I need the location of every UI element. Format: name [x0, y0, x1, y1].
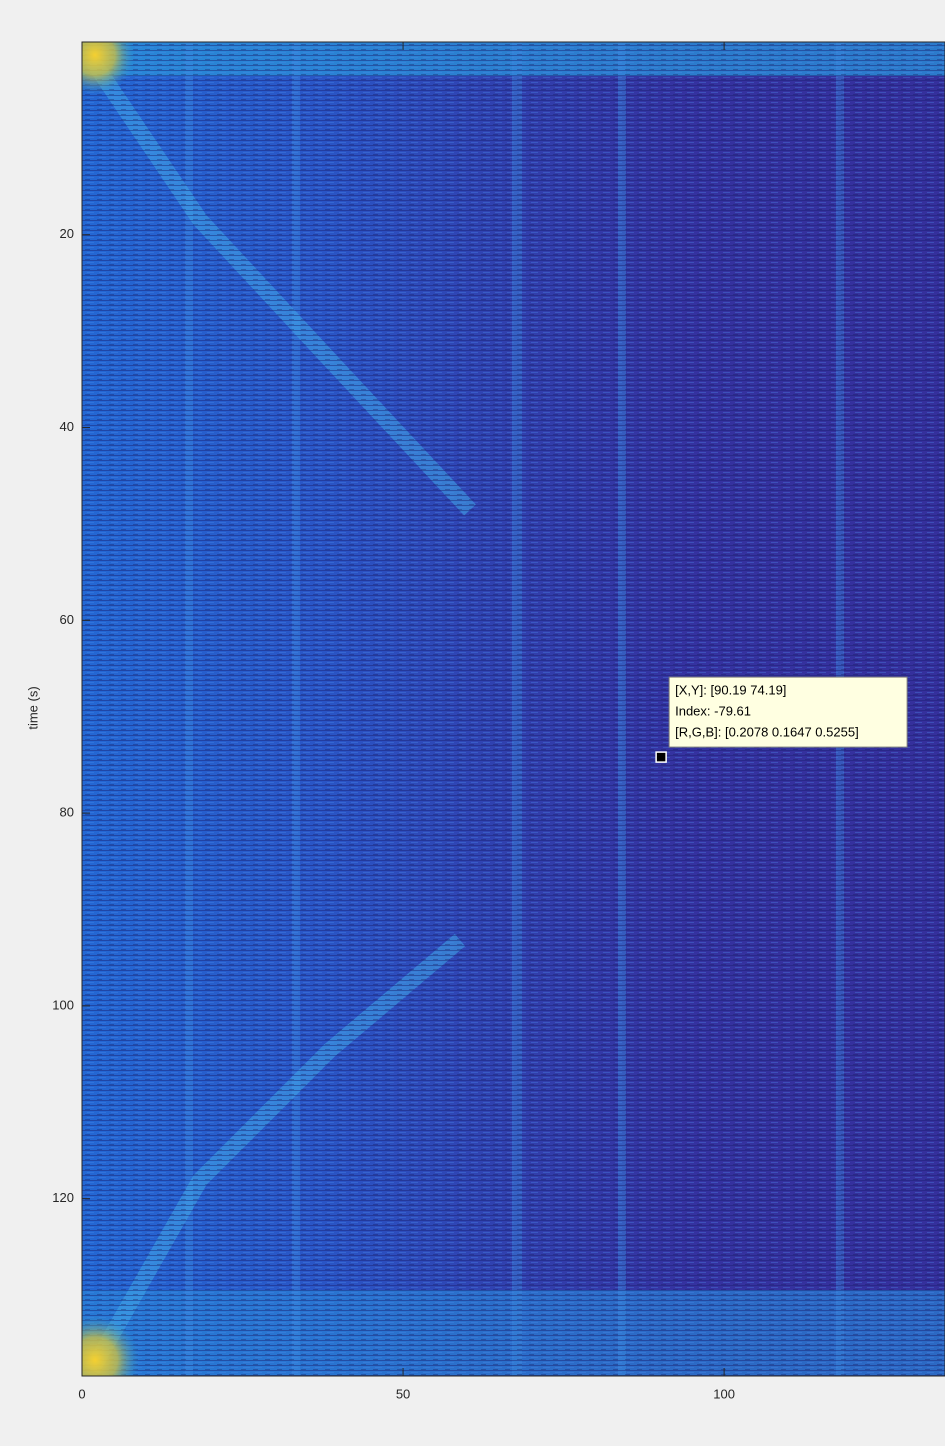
y-axis-label: time (s)	[25, 686, 40, 729]
datatip-marker	[656, 752, 666, 762]
y-tick-label: 20	[60, 226, 74, 241]
x-tick-label: 50	[396, 1386, 410, 1401]
y-tick-label: 80	[60, 805, 74, 820]
y-tick-label: 40	[60, 419, 74, 434]
x-tick-label: 0	[78, 1386, 85, 1401]
y-tick-label: 60	[60, 612, 74, 627]
y-tick-label: 120	[52, 1190, 74, 1205]
datatip-text: [R,G,B]: [0.2078 0.1647 0.5255]	[675, 725, 859, 740]
figure: time (s) 0 50 100 20 40 60 80 100 120 [X,Y]: [90.…	[0, 0, 945, 1446]
page: {"chart_data": {"type": "heatmap", "y_la…	[0, 0, 945, 1446]
x-tick-label: 100	[713, 1386, 735, 1401]
datatip-text: Index: -79.61	[675, 704, 751, 719]
datatip-text: [X,Y]: [90.19 74.19]	[675, 683, 786, 698]
y-tick-label: 100	[52, 997, 74, 1012]
